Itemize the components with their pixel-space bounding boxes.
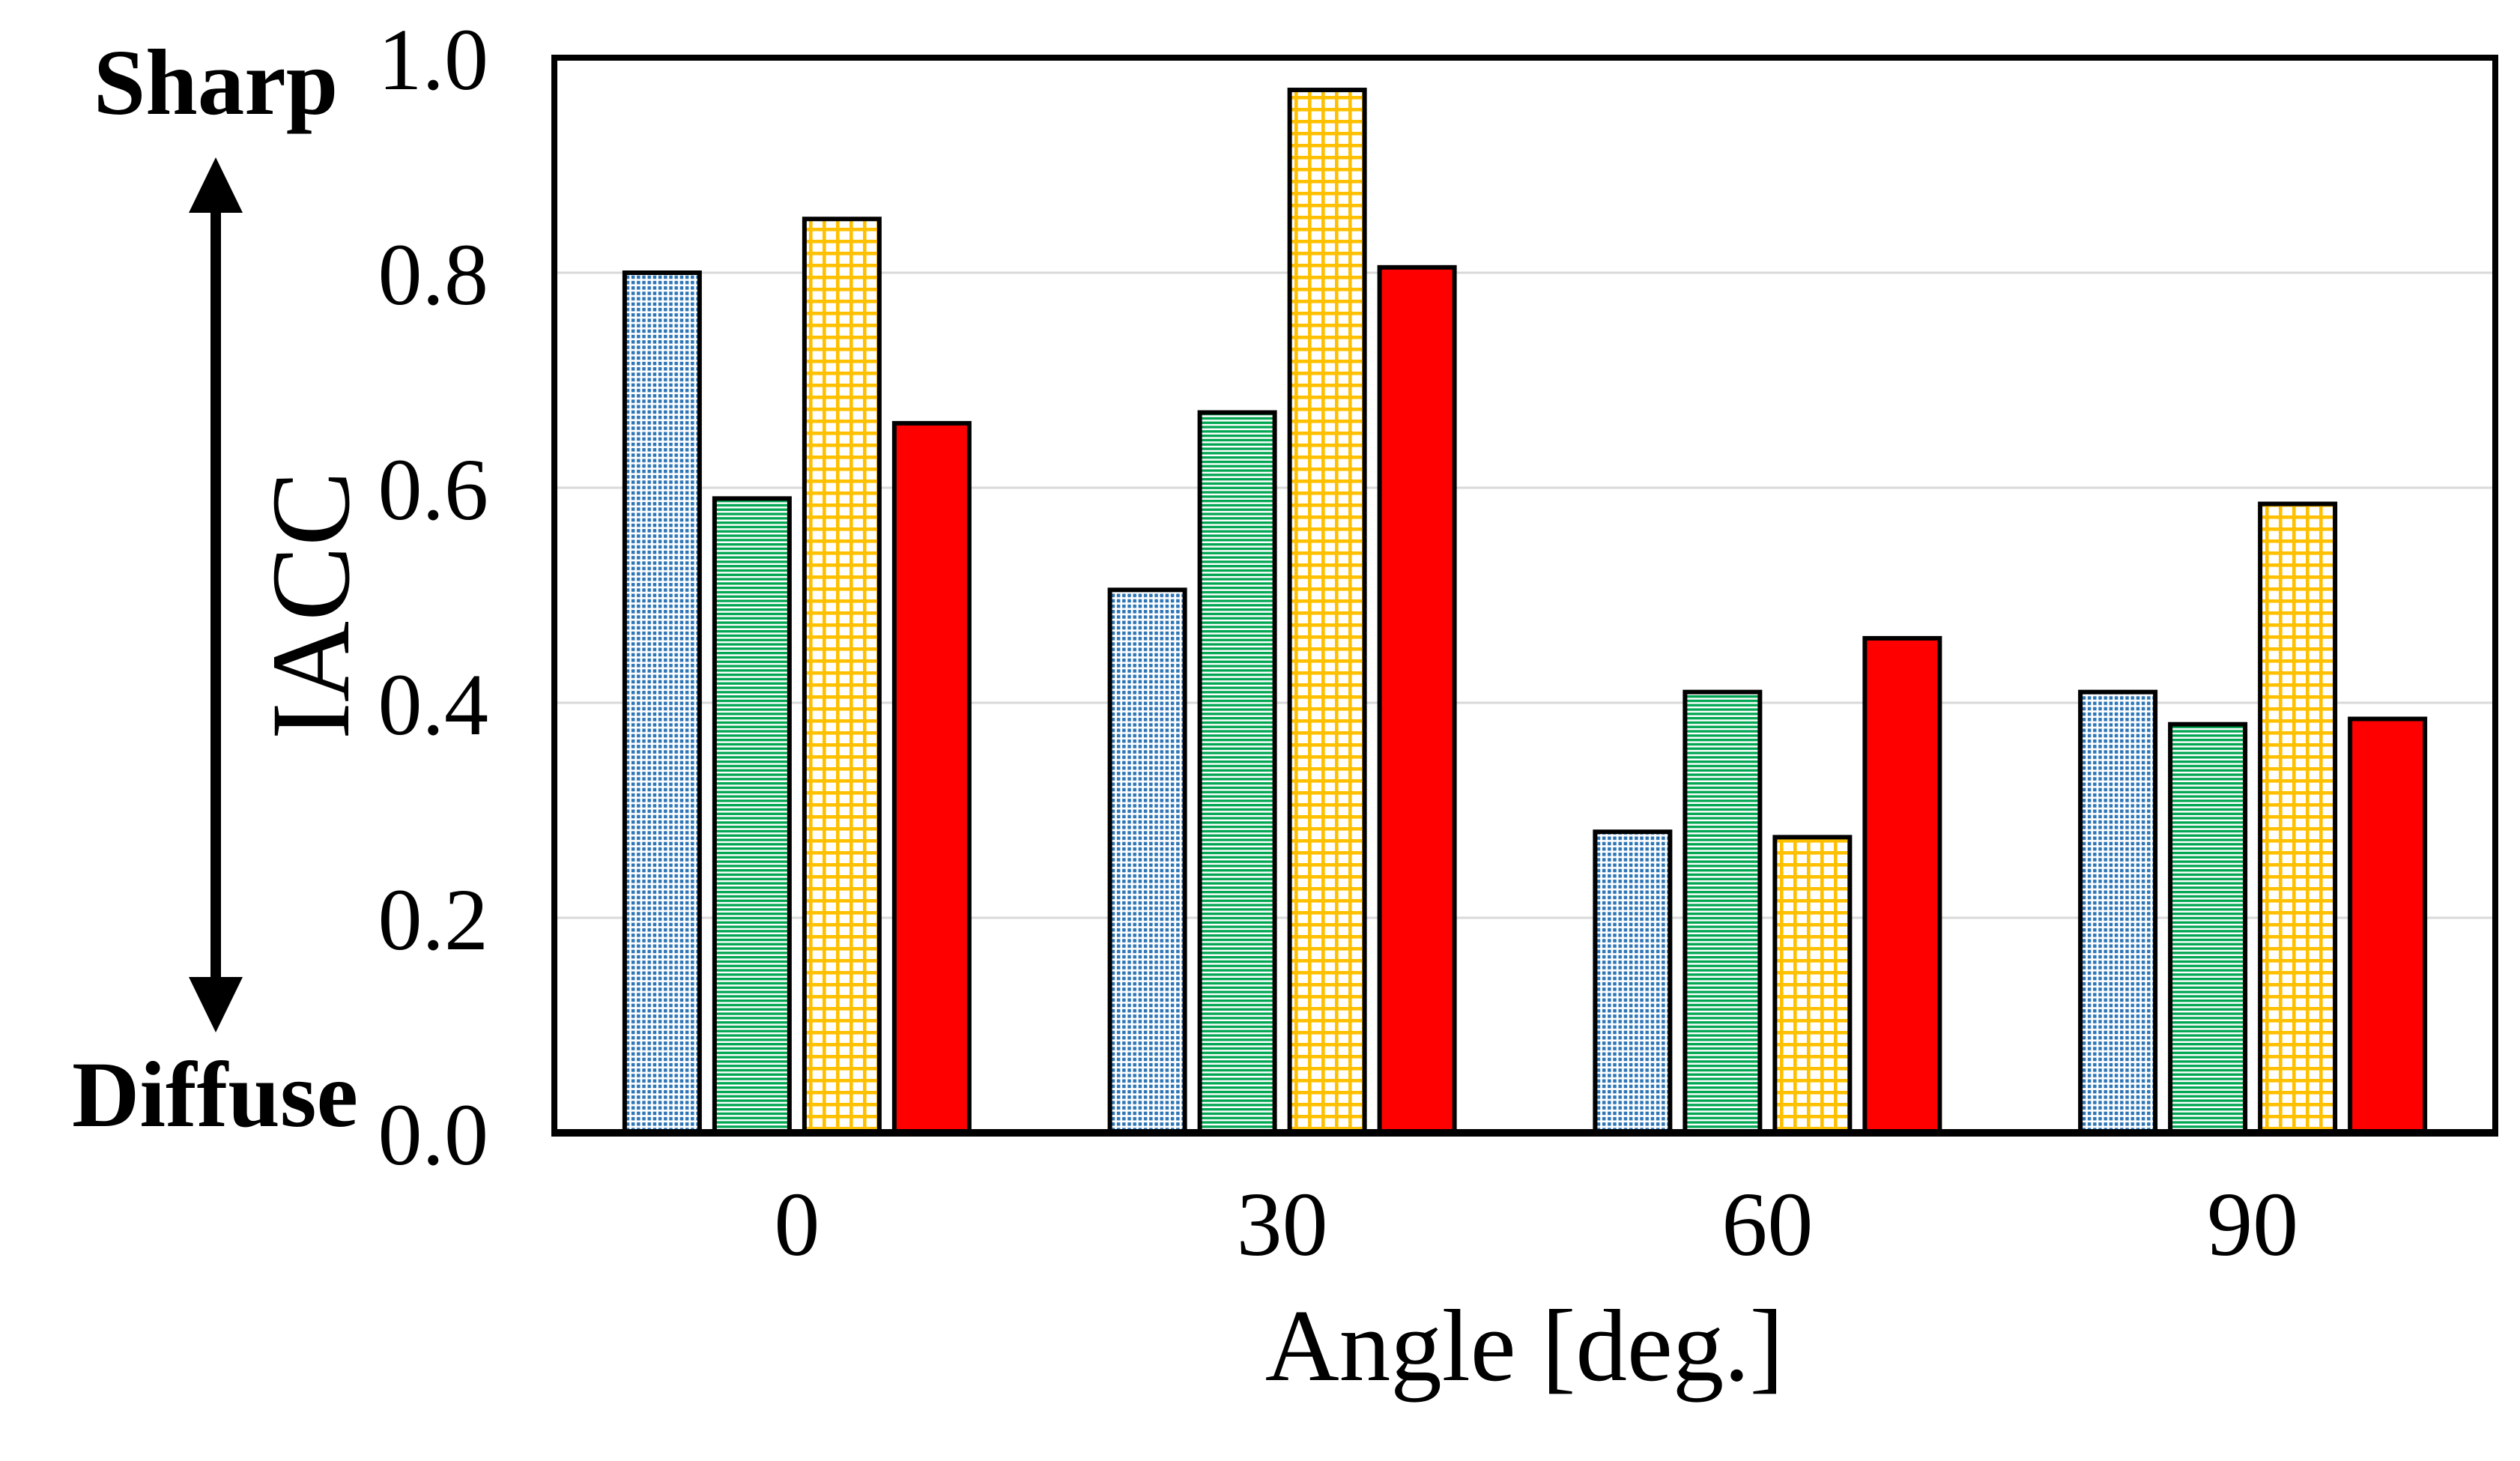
bar-red-solid-at-0deg bbox=[891, 420, 972, 1135]
bar-blue-dotted-at-0deg bbox=[622, 270, 702, 1135]
bar-green-striped-at-0deg bbox=[712, 496, 792, 1135]
x-tick-label: 60 bbox=[1721, 1174, 1813, 1275]
bar-yellow-grid-at-0deg bbox=[802, 217, 882, 1135]
y-tick-label: 0.6 bbox=[378, 441, 489, 539]
bar-red-solid-at-60deg bbox=[1862, 635, 1942, 1135]
y-tick-label: 0.2 bbox=[378, 871, 489, 969]
bar-blue-dotted-at-90deg bbox=[2078, 689, 2158, 1135]
bar-red-solid-at-30deg bbox=[1377, 264, 1457, 1136]
x-axis-title: Angle [deg.] bbox=[1264, 1289, 1784, 1403]
diffuse-label: Diffuse bbox=[72, 1044, 358, 1147]
bar-yellow-grid-at-30deg bbox=[1287, 88, 1367, 1135]
arrow-up-head-icon bbox=[189, 157, 243, 213]
bar-red-solid-at-90deg bbox=[2348, 716, 2428, 1135]
sharp-label: Sharp bbox=[93, 31, 339, 135]
bar-yellow-grid-at-60deg bbox=[1772, 835, 1853, 1135]
y-axis-title: IACC bbox=[249, 471, 373, 740]
bar-green-striped-at-90deg bbox=[2168, 722, 2248, 1135]
bar-green-striped-at-30deg bbox=[1197, 410, 1277, 1135]
bar-blue-dotted-at-30deg bbox=[1107, 587, 1187, 1135]
y-tick-label: 0.4 bbox=[378, 656, 489, 754]
bar-green-striped-at-60deg bbox=[1682, 689, 1763, 1135]
double-arrow-icon bbox=[189, 157, 243, 1032]
arrow-down-head-icon bbox=[189, 977, 243, 1032]
x-tick-label: 90 bbox=[2207, 1174, 2298, 1275]
bar-blue-dotted-at-60deg bbox=[1593, 829, 1673, 1135]
y-tick-label: 0.0 bbox=[378, 1086, 489, 1184]
x-tick-label: 30 bbox=[1237, 1174, 1328, 1275]
y-tick-label: 1.0 bbox=[378, 10, 489, 109]
x-tick-label: 0 bbox=[774, 1174, 820, 1275]
y-tick-label: 0.8 bbox=[378, 226, 489, 324]
bar-yellow-grid-at-90deg bbox=[2258, 501, 2338, 1135]
